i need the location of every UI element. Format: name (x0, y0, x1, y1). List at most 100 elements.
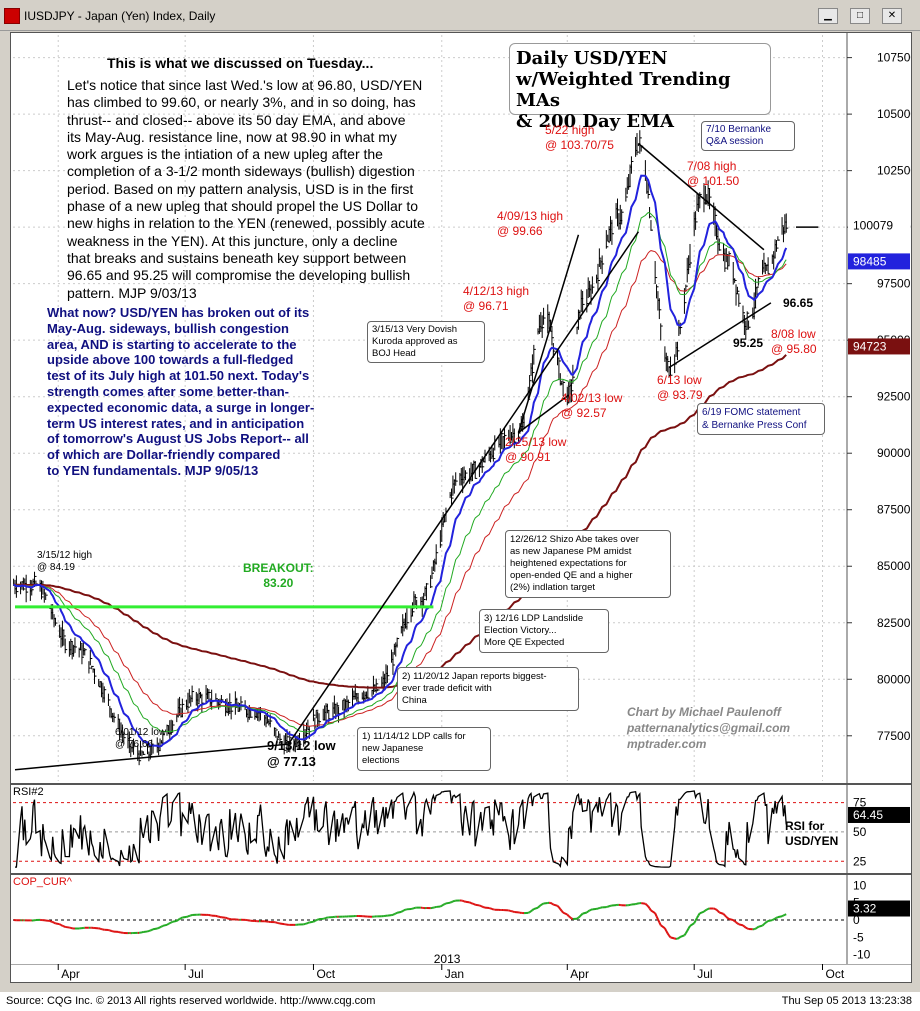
cop-segment (169, 921, 172, 925)
tuesday-line-5: work argues is the intiation of a new up… (67, 146, 383, 163)
x-tick-label: Apr (570, 967, 589, 981)
cop-segment (279, 922, 285, 926)
label-low-601-12: 6/01/12 low @ 76.66 (115, 727, 167, 750)
cop-segment (687, 925, 691, 929)
tuesday-line-10: weakness in the YEN). At this juncture, … (67, 232, 398, 249)
now-line-7: expected economic data, a surge in longe… (47, 399, 315, 415)
x-tick-label: Jul (697, 967, 712, 981)
label-high-522: 5/22 high @ 103.70/75 (545, 123, 614, 152)
x-tick-label: Oct (826, 967, 845, 981)
cop-segment (571, 917, 574, 920)
cop-segment (579, 914, 582, 918)
price-axis-background (847, 33, 911, 783)
cop-segment (543, 901, 548, 905)
cop-segment (587, 909, 591, 913)
cop-segment (307, 921, 310, 924)
cop-segment (761, 923, 765, 927)
cop-segment (445, 901, 451, 905)
app-logo-icon (4, 8, 20, 24)
cop-segment (657, 918, 661, 923)
window-titlebar: IUSDJPY - Japan (Yen) Index, Daily ▁ □ ✕ (0, 0, 920, 31)
tuesday-line-8: phase of a new upleg that should propel … (67, 198, 419, 215)
cop-segment (403, 908, 406, 912)
close-button[interactable]: ✕ (882, 8, 902, 24)
ema-value-tag: 98485 (853, 254, 887, 268)
y-tick-label: 90000 (877, 446, 911, 460)
x-tick-label: Apr (61, 967, 80, 981)
cop-segment (451, 900, 454, 903)
cop-segment (172, 919, 177, 923)
cop-segment (531, 908, 535, 911)
minimize-button[interactable]: ▁ (818, 8, 838, 24)
tuesday-line-11: that breaks and sustains beneath key sup… (67, 249, 407, 266)
rsi-series-label: RSI for USD/YEN (785, 819, 839, 848)
cop-segment (562, 911, 568, 916)
tuesday-line-4: its May-Aug. resistance line, now at 98.… (67, 128, 397, 145)
cop-segment (52, 921, 55, 924)
lower-support-line (14, 743, 289, 771)
cop-segment (553, 903, 558, 907)
cop-segment (530, 909, 533, 912)
cop-segment (167, 922, 171, 925)
tuesday-line-13: pattern. MJP 9/03/13 (67, 284, 197, 301)
rsi-tick-label: 75 (853, 796, 867, 810)
cop-segment (439, 904, 443, 908)
cop-segment (755, 926, 758, 930)
tuesday-line-9: new highs in relation to the YEN (renewe… (67, 215, 425, 232)
cop-segment (480, 905, 483, 908)
rsi-title: RSI#2 (13, 786, 44, 798)
annotation-bernanke-qa: 7/10 Bernanke Q&A session (701, 121, 795, 151)
price-panel: 1075001050001025001000009750095000925009… (10, 32, 912, 784)
cop-segment (158, 926, 161, 929)
chart-title-line-1: Daily USD/YEN (516, 48, 668, 69)
cop-value-tag-bg (848, 900, 910, 917)
cop-segment (162, 923, 168, 927)
cop-segment (756, 925, 759, 929)
cop-segment (644, 902, 648, 906)
label-breakout: BREAKOUT: 83.20 (243, 561, 314, 590)
cop-segment (736, 922, 740, 926)
cop-segment (704, 908, 708, 912)
cop-segment (176, 919, 179, 922)
last-price-tag: 100079 (853, 218, 893, 232)
cop-segment (441, 904, 444, 907)
cop-segment (746, 927, 749, 930)
cop-tick-label: -10 (853, 948, 871, 962)
x-year-label: 2013 (434, 952, 461, 965)
cop-segment (559, 908, 563, 912)
cop-segment (470, 902, 473, 905)
cop-segment (678, 936, 681, 939)
cop-segment (392, 913, 395, 916)
cop-segment (717, 910, 721, 914)
cop-segment (683, 932, 687, 936)
cop-segment (313, 920, 316, 923)
cop-segment (396, 910, 402, 914)
may-aug-resistance-line (637, 142, 765, 251)
now-line-3: area, AND is starting to accelerate to t… (47, 336, 297, 352)
cop-segment (693, 920, 697, 924)
y-tick-label: 107500 (877, 51, 911, 65)
cop-segment (676, 937, 680, 940)
x-axis: Apr Jul Oct Jan Apr Jul Oct (11, 964, 911, 981)
tuesday-line-6: completion of a 3-1/2 month sideways (bu… (67, 163, 415, 180)
cop-segment (149, 929, 153, 932)
cop-segment (745, 926, 748, 930)
annotation-abe: 12/26/12 Shizo Abe takes over as new Japa… (505, 530, 671, 598)
cop-segment (60, 924, 63, 927)
cop-segment (686, 927, 690, 932)
cop-segment (776, 916, 779, 919)
rsi-axis-background (847, 785, 911, 873)
cop-segment (577, 915, 581, 919)
cop-segment (734, 920, 737, 924)
maximize-button[interactable]: □ (850, 8, 870, 24)
y-tick-label: 82500 (877, 616, 911, 630)
y-tick-label: 97500 (877, 277, 911, 291)
rsi-tick-label: 25 (853, 854, 867, 868)
now-line-9: of tomorrow's August US Jobs Report-- al… (47, 431, 309, 447)
cop-segment (540, 903, 543, 906)
cop-segment (529, 910, 532, 913)
annotation-ldp-calls: 1) 11/14/12 LDP calls for new Japanese ele… (357, 727, 491, 771)
cop-segment (473, 903, 476, 906)
cop-segment (722, 913, 726, 917)
